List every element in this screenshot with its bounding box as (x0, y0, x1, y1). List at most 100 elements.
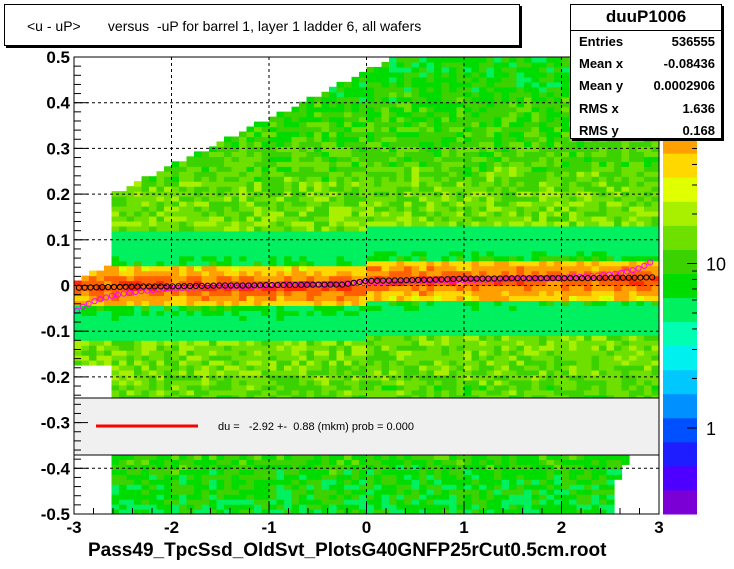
heatmap-cell (419, 76, 428, 83)
heatmap-cell (366, 225, 375, 232)
heatmap-cell (546, 300, 555, 306)
heatmap-cell (531, 454, 540, 460)
heatmap-cell (171, 166, 180, 172)
heatmap-cell (284, 141, 293, 148)
heatmap-cell (216, 181, 225, 187)
heatmap-cell (449, 141, 458, 148)
heatmap-cell (381, 330, 390, 336)
heatmap-cell (389, 350, 398, 356)
heatmap-cell (501, 295, 510, 301)
heatmap-cell (486, 215, 495, 222)
heatmap-cell (449, 499, 458, 505)
heatmap-cell (366, 499, 375, 505)
heatmap-cell (164, 210, 173, 217)
heatmap-cell (321, 305, 330, 311)
heatmap-cell (171, 340, 180, 346)
heatmap-cell (546, 389, 555, 396)
heatmap-cell (269, 166, 278, 172)
heatmap-cell (464, 374, 473, 381)
heatmap-cell (434, 479, 443, 485)
heatmap-cell (501, 350, 510, 356)
heatmap-cell (509, 106, 518, 113)
heatmap-cell (426, 141, 435, 148)
heatmap-cell (209, 201, 218, 207)
heatmap-cell (329, 131, 338, 138)
heatmap-cell (306, 270, 315, 277)
heatmap-cell (411, 295, 420, 301)
heatmap-cell (456, 151, 465, 157)
heatmap-cell (164, 374, 173, 381)
heatmap-cell (434, 146, 443, 152)
heatmap-cell (216, 474, 225, 480)
heatmap-cell (216, 270, 225, 277)
heatmap-cell (509, 340, 518, 346)
heatmap-cell (404, 166, 413, 172)
heatmap-cell (126, 484, 135, 490)
heatmap-cell (231, 166, 240, 172)
heatmap-cell (126, 210, 135, 217)
heatmap-cell (509, 454, 518, 460)
heatmap-cell (366, 504, 375, 510)
heatmap-cell (426, 340, 435, 346)
heatmap-cell (396, 290, 405, 297)
heatmap-cell (359, 215, 368, 222)
heatmap-cell (329, 509, 338, 514)
heatmap-cell (516, 479, 525, 485)
heatmap-cell (314, 181, 323, 187)
heatmap-cell (314, 489, 323, 495)
heatmap-cell (291, 310, 300, 316)
heatmap-cell (434, 464, 443, 470)
heatmap-cell (284, 131, 293, 138)
heatmap-cell (374, 285, 383, 292)
heatmap-cell (314, 335, 323, 341)
heatmap-cell (104, 350, 113, 356)
heatmap-cell (164, 260, 173, 267)
heatmap-cell (201, 280, 210, 287)
heatmap-cell (254, 196, 263, 202)
heatmap-cell (314, 250, 323, 257)
heatmap-cell (126, 464, 135, 470)
heatmap-cell (276, 171, 285, 177)
heatmap-cell (239, 305, 248, 311)
heatmap-cell (216, 146, 225, 152)
heatmap-cell (434, 240, 443, 247)
heatmap-cell (524, 121, 533, 128)
heatmap-cell (156, 464, 165, 470)
heatmap-cell (224, 275, 233, 282)
heatmap-cell (396, 146, 405, 152)
heatmap-cell (89, 360, 98, 366)
heatmap-cell (374, 499, 383, 505)
heatmap-cell (321, 121, 330, 128)
heatmap-cell (441, 499, 450, 505)
heatmap-cell (201, 260, 210, 267)
heatmap-cell (344, 494, 353, 500)
heatmap-cell (464, 210, 473, 217)
heatmap-cell (104, 330, 113, 336)
heatmap-cell (441, 126, 450, 133)
heatmap-cell (141, 275, 150, 282)
heatmap-cell (389, 121, 398, 128)
heatmap-cell (441, 350, 450, 356)
heatmap-cell (411, 489, 420, 495)
heatmap-cell (509, 81, 518, 88)
heatmap-cell (381, 235, 390, 242)
heatmap-cell (141, 260, 150, 267)
heatmap-cell (164, 350, 173, 356)
heatmap-cell (276, 176, 285, 182)
heatmap-cell (201, 374, 210, 381)
heatmap-cell (524, 474, 533, 480)
heatmap-cell (404, 325, 413, 331)
heatmap-cell (276, 504, 285, 510)
heatmap-cell (216, 364, 225, 371)
heatmap-cell (396, 215, 405, 222)
heatmap-cell (516, 101, 525, 108)
heatmap-cell (149, 210, 158, 217)
heatmap-cell (434, 57, 443, 63)
heatmap-cell (524, 355, 533, 361)
heatmap-cell (359, 106, 368, 113)
heatmap-cell (231, 176, 240, 182)
heatmap-cell (494, 285, 503, 292)
heatmap-cell (456, 171, 465, 177)
heatmap-cell (524, 369, 533, 376)
heatmap-cell (321, 156, 330, 162)
